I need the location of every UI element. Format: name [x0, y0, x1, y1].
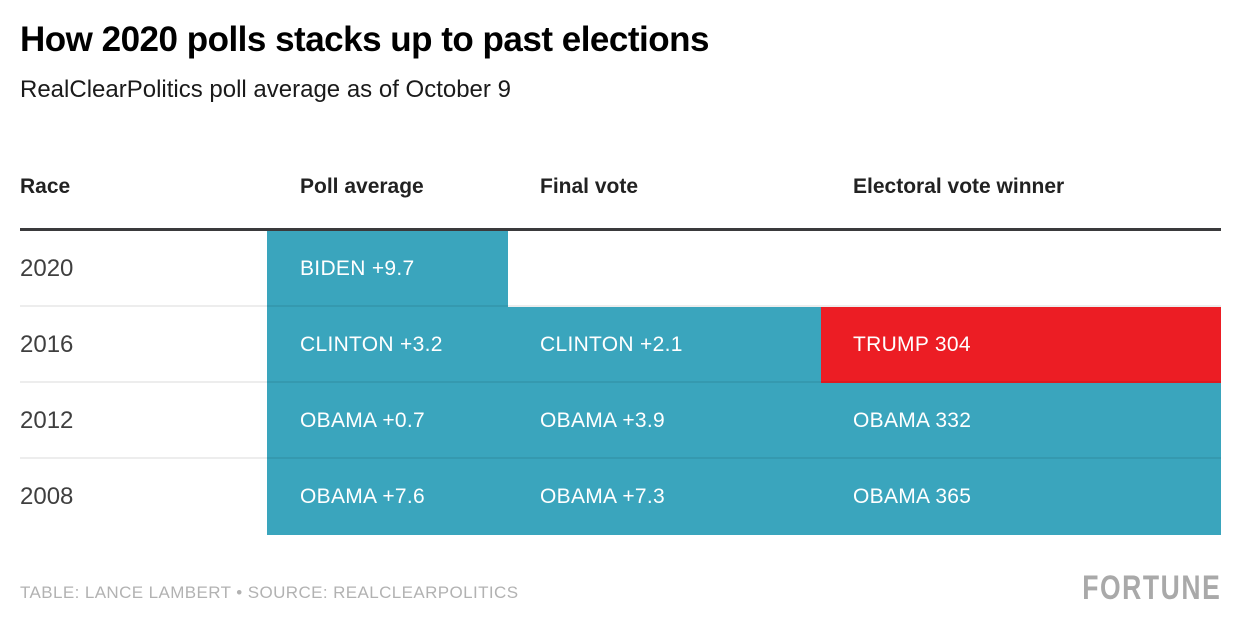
poll-average-cell: OBAMA +0.7: [267, 383, 508, 459]
final-vote-cell: OBAMA +3.9: [508, 383, 821, 459]
table-row-2020: 2020 BIDEN +9.7: [0, 231, 1240, 307]
column-header-electoral-vote-winner: Electoral vote winner: [853, 175, 1065, 198]
electoral-winner-cell: OBAMA 332: [821, 383, 1221, 459]
race-year-label: 2016: [20, 331, 74, 358]
fortune-logo: FORTUNE: [1081, 569, 1221, 607]
table-row-2008: 2008 OBAMA +7.6 OBAMA +7.3 OBAMA 365: [0, 459, 1240, 535]
poll-average-cell: CLINTON +3.2: [267, 307, 508, 383]
race-year-label: 2008: [20, 483, 74, 510]
row-separator: [20, 457, 1221, 459]
final-vote-cell: CLINTON +2.1: [508, 307, 821, 383]
table-row-2016: 2016 CLINTON +3.2 CLINTON +2.1 TRUMP 304: [0, 307, 1240, 383]
row-separator: [20, 381, 1221, 383]
row-separator: [20, 305, 1221, 307]
source-credit: TABLE: LANCE LAMBERT • SOURCE: REALCLEAR…: [20, 583, 519, 602]
poll-average-cell: BIDEN +9.7: [267, 231, 508, 307]
table-row-2012: 2012 OBAMA +0.7 OBAMA +3.9 OBAMA 332: [0, 383, 1240, 459]
column-header-race: Race: [20, 175, 71, 198]
page-title: How 2020 polls stacks up to past electio…: [20, 20, 709, 59]
electoral-winner-cell: OBAMA 365: [821, 459, 1221, 535]
column-header-poll-average: Poll average: [300, 175, 424, 198]
race-year-label: 2020: [20, 255, 74, 282]
electoral-winner-cell: TRUMP 304: [821, 307, 1221, 383]
header-rule: [20, 228, 1221, 231]
race-year-label: 2012: [20, 407, 74, 434]
final-vote-cell: OBAMA +7.3: [508, 459, 821, 535]
page-subtitle: RealClearPolitics poll average as of Oct…: [20, 76, 511, 103]
poll-average-cell: OBAMA +7.6: [267, 459, 508, 535]
column-header-final-vote: Final vote: [540, 175, 639, 198]
